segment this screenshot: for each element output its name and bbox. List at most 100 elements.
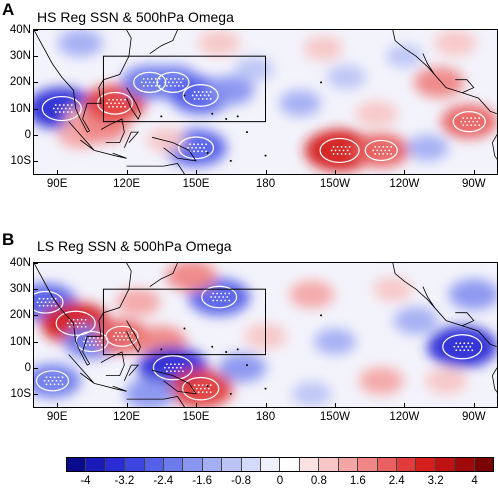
lat-tick-label: 40N <box>9 257 31 269</box>
stipple-dot <box>372 149 375 152</box>
colorbar-swatch-0 <box>67 458 87 471</box>
stipple-dot <box>330 149 333 152</box>
island-2 <box>236 115 239 118</box>
stipple-dot <box>66 322 69 325</box>
coastline-10 <box>422 286 435 308</box>
stipple-dot <box>54 111 57 113</box>
stipple-dot <box>467 349 470 352</box>
stipple-dot <box>118 102 120 105</box>
colorbar-swatch-13 <box>319 458 339 471</box>
stipple-dot <box>469 345 472 348</box>
stipple-dot <box>336 153 339 155</box>
lat-tick <box>34 30 38 31</box>
lon-tick-label: 150E <box>182 178 210 190</box>
colorbar-swatch-6 <box>183 458 203 471</box>
anomaly-blob-21 <box>406 134 449 161</box>
lon-tick-label: 180 <box>255 178 276 190</box>
lon-tick <box>57 403 59 407</box>
stipple-dot <box>168 366 170 369</box>
stipple-dot <box>46 304 49 307</box>
stipple-dot <box>48 301 51 304</box>
stipple-dot <box>180 81 182 84</box>
stipple-dot <box>122 102 124 105</box>
stipple-dot <box>174 363 176 366</box>
lon-tick-label: 150W <box>319 178 350 190</box>
stipple-dot <box>470 117 473 120</box>
stipple-dot <box>51 379 54 382</box>
stipple-dot <box>201 98 204 100</box>
lat-tick <box>34 160 38 162</box>
stipple-dot <box>388 149 391 152</box>
stipple-dot <box>70 322 73 325</box>
stipple-dot <box>88 337 91 339</box>
stipple-dot <box>193 91 196 93</box>
anomaly-blob-19 <box>425 367 468 394</box>
stipple-dot <box>382 146 385 148</box>
stipple-dot <box>195 94 198 97</box>
colorbar-swatch-10 <box>261 458 281 471</box>
stipple-dot <box>116 105 118 108</box>
panel-a-letter: A <box>2 0 15 19</box>
anomaly-blob-19 <box>434 30 477 57</box>
stipple-dot <box>131 331 133 334</box>
island-9 <box>160 115 163 118</box>
stipple-dot <box>170 363 172 366</box>
stipple-dot <box>112 98 114 101</box>
anomaly-blob-7 <box>166 263 217 292</box>
island-1 <box>225 118 228 121</box>
stipple-dot <box>174 370 176 373</box>
stipple-dot <box>58 104 61 106</box>
significance-contour-7 <box>182 84 219 107</box>
stipple-dot <box>46 297 49 300</box>
stipple-dot <box>100 344 103 346</box>
stipple-dot <box>207 94 210 97</box>
island-8 <box>183 94 186 97</box>
stipple-dot <box>119 331 121 334</box>
stipple-dot <box>344 153 347 155</box>
stipple-dot <box>228 299 231 302</box>
stipple-dot <box>338 149 341 152</box>
stipple-dot <box>72 318 75 321</box>
coastline-7 <box>149 263 178 287</box>
island-8 <box>183 327 186 330</box>
stipple-dot <box>117 335 119 338</box>
stipple-dot <box>53 383 56 386</box>
stipple-dot <box>201 391 204 394</box>
lat-tick-label: 10S <box>10 387 31 400</box>
stipple-dot <box>52 107 55 110</box>
lon-tick <box>265 403 267 407</box>
panel-b-map <box>33 262 498 408</box>
stipple-dot <box>201 150 203 153</box>
stipple-dot <box>195 146 197 149</box>
lon-tick <box>126 403 128 407</box>
lat-tick <box>34 263 38 264</box>
coastline-6 <box>152 369 197 395</box>
stipple-dot <box>453 345 456 348</box>
stipple-dot <box>205 391 208 394</box>
lon-tick <box>265 170 267 174</box>
island-2 <box>236 348 239 351</box>
stipple-dot <box>459 349 462 352</box>
stipple-dot <box>176 366 178 369</box>
stipple-dot <box>92 337 95 339</box>
anomaly-blob-10 <box>146 127 186 153</box>
stipple-dot <box>76 318 79 321</box>
stipple-dot <box>193 150 195 153</box>
colorbar-label: 0 <box>276 475 284 487</box>
colorbar-label: -4 <box>80 475 91 487</box>
stipple-dot <box>348 146 351 148</box>
colorbar-label: 1.6 <box>349 475 366 487</box>
stipple-dot <box>193 98 196 100</box>
lat-tick <box>34 289 38 291</box>
stipple-dot <box>334 149 337 152</box>
coastline-9 <box>392 263 497 348</box>
island-0 <box>211 345 214 348</box>
significance-contour-20 <box>452 111 486 133</box>
anomaly-blob-16 <box>393 306 439 335</box>
stipple-dot <box>150 77 153 80</box>
colorbar-label: -2.4 <box>153 475 174 487</box>
colorbar-swatch-17 <box>396 458 417 471</box>
stipple-dot <box>115 338 117 341</box>
stipple-dot <box>170 370 172 373</box>
stipple-dot <box>209 91 212 93</box>
